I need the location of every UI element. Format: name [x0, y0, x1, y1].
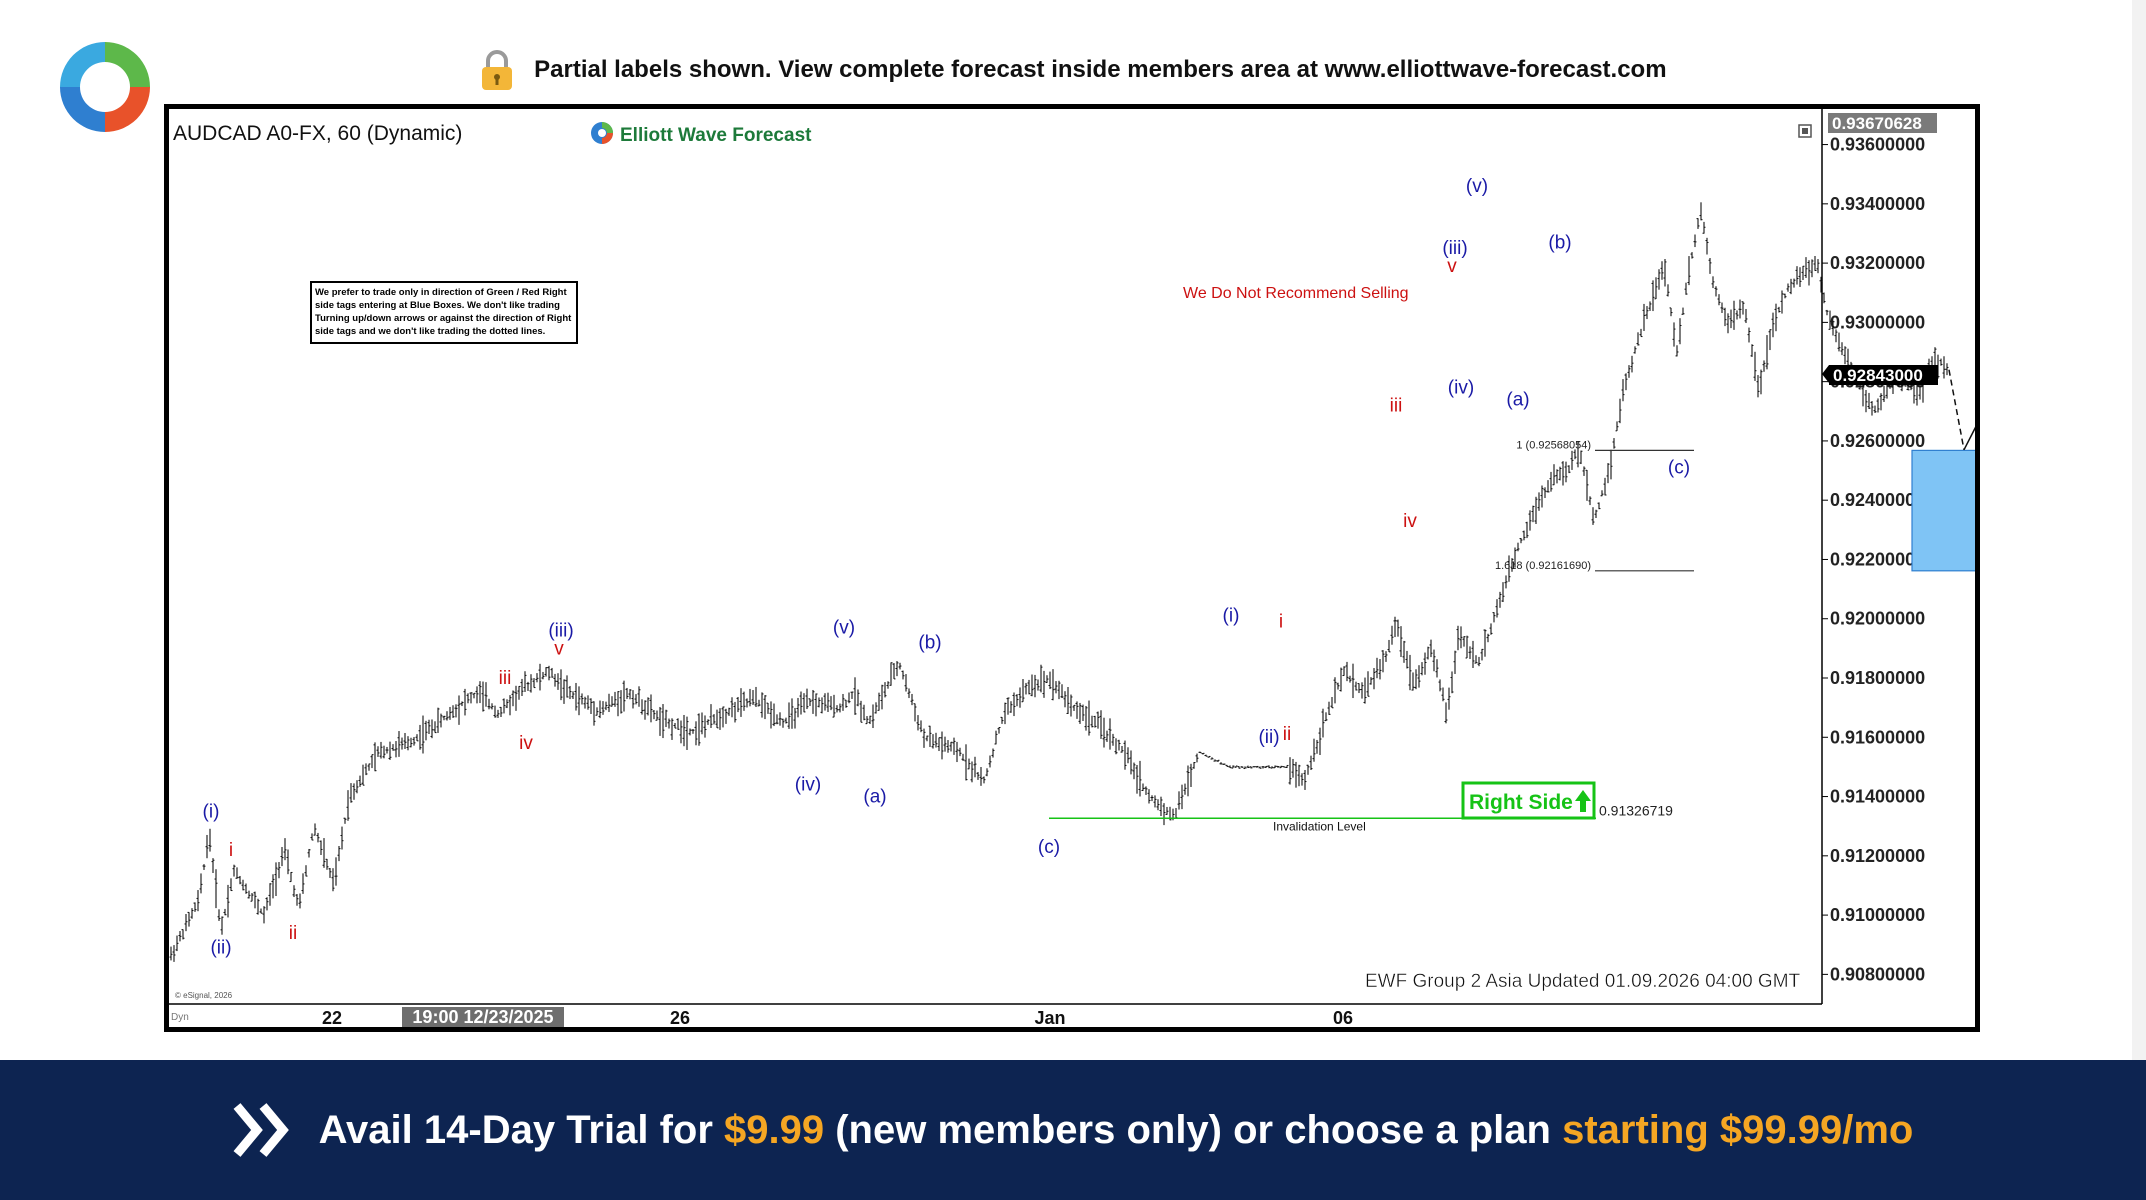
- wave-label: iii: [1390, 395, 1403, 416]
- page-scrollbar[interactable]: [2132, 0, 2146, 1060]
- ewf-brand: Elliott Wave Forecast: [591, 122, 812, 146]
- double-chevron-icon: [233, 1103, 289, 1157]
- promo-part2: (new members only) or choose a plan: [824, 1107, 1563, 1152]
- wave-label: (iii): [548, 621, 573, 642]
- update-stamp: EWF Group 2 Asia Updated 01.09.2026 04:0…: [1365, 971, 1801, 992]
- time-tick-label: Jan: [1034, 1008, 1065, 1027]
- wave-label: i: [229, 840, 233, 861]
- blue-target-box: [1911, 449, 1975, 572]
- wave-label: (b): [1548, 232, 1571, 253]
- time-tick-label: 26: [670, 1008, 690, 1027]
- plot-area: [169, 109, 1822, 1004]
- right-side-label: Right Side: [1469, 791, 1573, 814]
- price-tick-label: 0.91000000: [1830, 905, 1925, 925]
- svg-text:0.92843000: 0.92843000: [1833, 366, 1923, 385]
- promo-plan-price: starting $99.99/mo: [1562, 1107, 1914, 1152]
- forecast-path: [1963, 426, 1975, 451]
- wave-label: (iii): [1442, 238, 1467, 259]
- promo-part1: Avail 14-Day Trial for: [318, 1107, 725, 1152]
- time-tick-label: 19:00 12/23/2025: [412, 1007, 553, 1027]
- svg-text:0.93670628: 0.93670628: [1832, 114, 1922, 133]
- time-tick-label: 22: [322, 1008, 342, 1027]
- wave-label: (a): [1506, 389, 1529, 410]
- wave-label: (ii): [210, 938, 231, 959]
- time-axis-ticks: 22 19:00 12/23/2025 26 Jan 06: [322, 1007, 1353, 1027]
- time-tick-label: 06: [1333, 1008, 1353, 1027]
- price-tick-label: 0.92200000: [1830, 549, 1925, 569]
- dyn-label: Dyn: [171, 1012, 189, 1023]
- wave-label: ii: [1283, 724, 1291, 745]
- note-line: Turning up/down arrows or against the di…: [315, 313, 572, 324]
- top-price-badge: 0.93670628: [1828, 113, 1937, 133]
- wave-label: (i): [203, 801, 220, 822]
- lock-icon: [482, 50, 513, 90]
- wave-label: v: [554, 638, 564, 659]
- wave-label: (b): [918, 632, 941, 653]
- sell-warning: We Do Not Recommend Selling: [1183, 285, 1409, 302]
- brand-name: Elliott Wave Forecast: [620, 125, 812, 146]
- fib-level-label: 1.618 (0.92161690): [1495, 560, 1591, 572]
- price-tick-label: 0.93000000: [1830, 312, 1925, 332]
- price-axis-ticks: 0.93600000 0.93400000 0.93200000 0.93000000…: [1822, 135, 1925, 984]
- chart-menu-icon[interactable]: [1798, 124, 1812, 138]
- price-tick-label: 0.91600000: [1830, 727, 1925, 747]
- price-tick-label: 0.93600000: [1830, 135, 1925, 155]
- wave-label: iii: [499, 668, 512, 689]
- price-tick-label: 0.92400000: [1830, 490, 1925, 510]
- price-tick-label: 0.92600000: [1830, 431, 1925, 451]
- wave-label: (v): [1466, 176, 1488, 197]
- arrow-up-icon: [1575, 790, 1591, 812]
- wave-label: v: [1447, 256, 1457, 277]
- wave-label: (iv): [1448, 378, 1474, 399]
- price-tick-label: 0.91200000: [1830, 846, 1925, 866]
- current-price-badge: 0.92843000: [1822, 365, 1938, 385]
- invalidation-value: 0.91326719: [1599, 802, 1673, 818]
- promo-text: Avail 14-Day Trial for $9.99 (new member…: [319, 1108, 1914, 1153]
- invalidation-label: Invalidation Level: [1273, 819, 1366, 833]
- fib-level-label: 1 (0.92568054): [1516, 439, 1591, 451]
- wave-label: iv: [1403, 511, 1417, 532]
- members-banner: Partial labels shown. View complete fore…: [0, 48, 2146, 92]
- wave-label: (v): [833, 618, 855, 639]
- wave-label: (c): [1668, 458, 1690, 479]
- wave-label: (ii): [1258, 727, 1279, 748]
- forecast-dashed-path: [1948, 369, 1965, 450]
- note-line: side tags and we don't like trading the …: [315, 326, 545, 337]
- crosshair-time-badge: [402, 1007, 564, 1027]
- promo-footer[interactable]: Avail 14-Day Trial for $9.99 (new member…: [0, 1060, 2146, 1200]
- promo-trial-price: $9.99: [724, 1107, 825, 1152]
- price-tick-label: 0.92000000: [1830, 609, 1925, 629]
- wave-label: (c): [1038, 837, 1060, 858]
- wave-labels: (i)i(ii)iiiiiiv(iii)v(iv)(v)(a)(b)(c)(i)…: [203, 176, 1691, 959]
- note-line: We prefer to trade only in direction of …: [315, 287, 567, 298]
- trade-note-box: We prefer to trade only in direction of …: [310, 281, 578, 344]
- copyright-text: © eSignal, 2026: [175, 991, 233, 1000]
- banner-text: Partial labels shown. View complete fore…: [534, 56, 1667, 83]
- price-tick-label: 0.93200000: [1830, 253, 1925, 273]
- company-logo: [57, 39, 153, 135]
- price-tick-label: 0.91400000: [1830, 787, 1925, 807]
- price-tick-label: 0.93400000: [1830, 194, 1925, 214]
- wave-label: (a): [863, 786, 886, 807]
- wave-label: ii: [289, 923, 297, 944]
- symbol-title: AUDCAD A0-FX, 60 (Dynamic): [173, 122, 462, 145]
- overlays: Invalidation Level 0.91326719 1 (0.9256805…: [1049, 369, 1975, 833]
- wave-label: i: [1279, 612, 1283, 633]
- price-tick-label: 0.90800000: [1830, 964, 1925, 984]
- price-tick-label: 0.91800000: [1830, 668, 1925, 688]
- note-line: side tags entering at Blue Boxes. We don…: [315, 300, 560, 311]
- price-chart: 0.93600000 0.93400000 0.93200000 0.93000000…: [169, 109, 1975, 1027]
- right-side-tag: Right Side: [1461, 781, 1596, 820]
- wave-label: (i): [1223, 606, 1240, 627]
- wave-label: (iv): [795, 775, 821, 796]
- wave-label: iv: [519, 733, 533, 754]
